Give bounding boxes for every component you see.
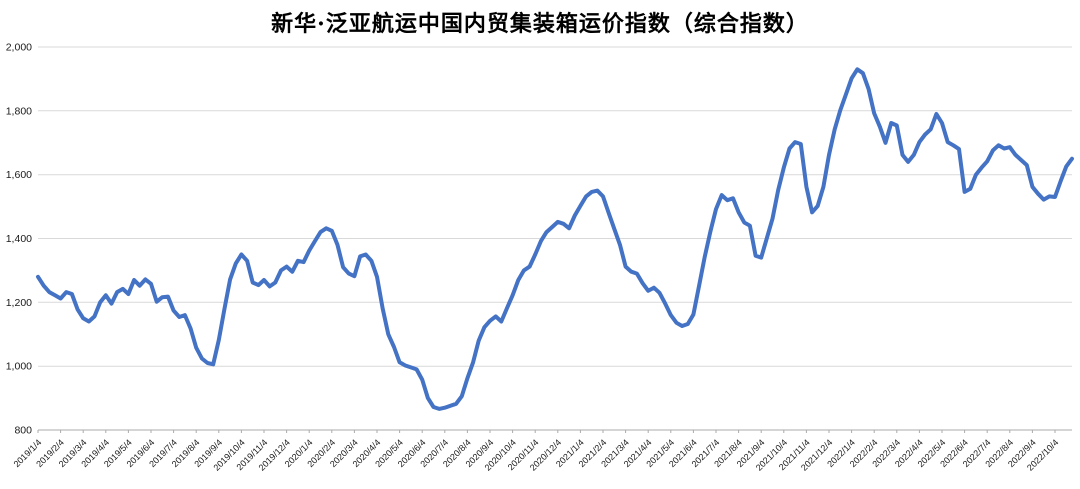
y-tick-label: 1,200: [6, 297, 32, 309]
series-line: [36, 67, 1074, 411]
gridlines: [38, 46, 1072, 431]
chart-title: 新华·泛亚航运中国内贸集装箱运价指数（综合指数）: [271, 11, 809, 37]
y-tick-label: 1,800: [6, 105, 32, 117]
y-tick-label: 1,600: [6, 169, 32, 181]
y-tick-label: 1,000: [6, 361, 32, 373]
y-tick-label: 1,400: [6, 233, 32, 245]
y-tick-label: 2,000: [6, 42, 32, 54]
y-tick-label: 800: [14, 425, 32, 437]
x-axis-labels: 2019/1/42019/2/42019/3/42019/4/42019/5/4…: [12, 430, 1060, 473]
y-axis-labels: 800 1,000 1,200 1,400 1,600 1,800 2,000: [6, 42, 32, 437]
